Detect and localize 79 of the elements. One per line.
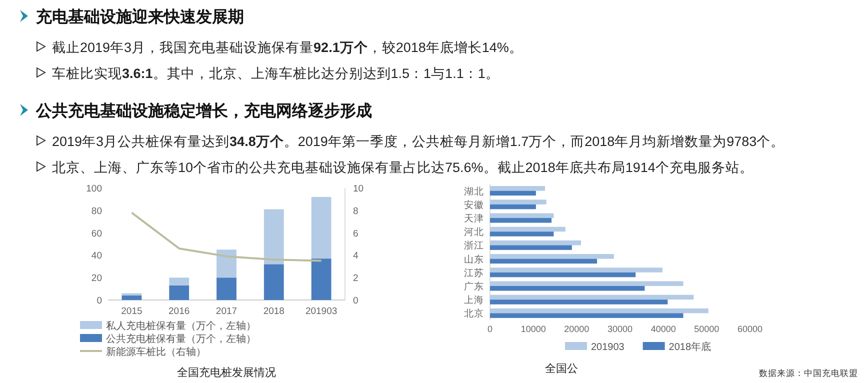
- y-tick-label: 浙江: [464, 240, 484, 252]
- y-tick-label: 安徽: [464, 198, 484, 211]
- y2-tick-label: 2: [353, 273, 358, 284]
- y2-tick-label: 8: [353, 206, 358, 217]
- x-tick-label: 2015: [121, 306, 142, 317]
- bar: [490, 226, 566, 232]
- y-tick-label: 山东: [464, 253, 484, 266]
- bar: [216, 278, 236, 300]
- y2-tick-label: 4: [353, 250, 358, 262]
- text: 全国公: [545, 363, 578, 375]
- bar: [490, 200, 546, 204]
- bar: [122, 293, 142, 296]
- text: 全国充电桩发展情况: [177, 366, 276, 379]
- bar: [490, 300, 668, 304]
- x-tick-label: 0: [487, 324, 493, 334]
- legend-label: 201903: [591, 342, 625, 353]
- text: 北京、上海、广东等10个省市的公共充电基础设施保有量占比达75.6%。截止2018年底共布局1914个充电服务站。: [52, 160, 754, 175]
- y-tick-label: 80: [91, 206, 102, 217]
- bar: [490, 204, 536, 210]
- legend-label: 私人充电桩保有量（万个，左轴）: [106, 320, 256, 332]
- y-tick-label: 20: [91, 273, 102, 284]
- x-tick-label: 30000: [607, 324, 633, 334]
- bar: [311, 258, 332, 300]
- bar: [490, 254, 614, 259]
- bar: [490, 294, 694, 300]
- bar: [490, 218, 552, 223]
- bar: [490, 213, 554, 218]
- bar: [490, 232, 554, 236]
- bar: [122, 296, 142, 300]
- x-tick-label: 201903: [305, 306, 338, 317]
- y-tick-label: 上海: [464, 294, 484, 306]
- x-tick-label: 40000: [650, 324, 676, 334]
- y-tick-label: 0: [96, 296, 102, 306]
- y-tick-label: 100: [86, 184, 102, 194]
- y2-tick-label: 6: [353, 228, 358, 240]
- bar: [169, 285, 190, 300]
- bar: [490, 190, 536, 196]
- y-tick-label: 60: [91, 228, 102, 240]
- bar: [490, 313, 684, 318]
- text: 截止2019年3月，我国充电基础设施保有量92.1万个，较2018年底增长14%。: [52, 40, 523, 55]
- y-tick-label: 广东: [464, 280, 484, 292]
- y-tick-label: 北京: [464, 308, 484, 320]
- y2-tick-label: 10: [353, 184, 364, 194]
- bar: [490, 245, 572, 250]
- bar: [490, 268, 662, 272]
- x-tick-label: 20000: [564, 324, 590, 334]
- y2-tick-label: 0: [353, 296, 358, 306]
- bar: [490, 308, 708, 314]
- bar: [490, 240, 581, 246]
- text: 公共充电基础设施稳定增长，充电网络逐步形成: [35, 102, 372, 120]
- y-tick-label: 江苏: [464, 266, 484, 279]
- bar: [490, 186, 546, 191]
- x-tick-label: 60000: [737, 324, 763, 334]
- x-tick-label: 2017: [216, 306, 238, 317]
- legend-label: 公共充电桩保有量（万个，左轴）: [106, 333, 256, 345]
- text: 车桩比实现3.6:1。其中，北京、上海车桩比达分别达到1.5：1与1.1：1。: [52, 66, 500, 81]
- bar: [311, 196, 332, 259]
- x-tick-label: 2018: [263, 306, 284, 317]
- bar: [264, 209, 284, 264]
- y-tick-label: 河北: [464, 226, 484, 238]
- bar: [216, 250, 236, 278]
- bar: [169, 278, 190, 286]
- legend-label: 新能源车桩比（右轴）: [106, 346, 206, 358]
- bar: [490, 286, 645, 291]
- text: 2019年3月公共桩保有量达到34.8万个。2019年第一季度，公共桩每月新增1.7万个，而2018年月均新增数量为9783个。: [52, 134, 785, 149]
- bar: [490, 258, 598, 264]
- text: 充电基础设施迎来快速发展期: [35, 7, 244, 26]
- y-tick-label: 40: [91, 250, 102, 262]
- y-tick-label: 湖北: [464, 185, 484, 198]
- bar: [264, 264, 284, 300]
- x-tick-label: 10000: [520, 324, 546, 334]
- y-tick-label: 天津: [464, 212, 484, 224]
- source-note: 数据来源：中国充电联盟: [759, 368, 858, 378]
- bar: [490, 272, 636, 278]
- line-series: [130, 212, 322, 262]
- x-tick-label: 2016: [168, 306, 190, 317]
- legend-label: 2018年底: [668, 341, 712, 353]
- bar: [490, 281, 684, 286]
- x-tick-label: 50000: [694, 324, 720, 334]
